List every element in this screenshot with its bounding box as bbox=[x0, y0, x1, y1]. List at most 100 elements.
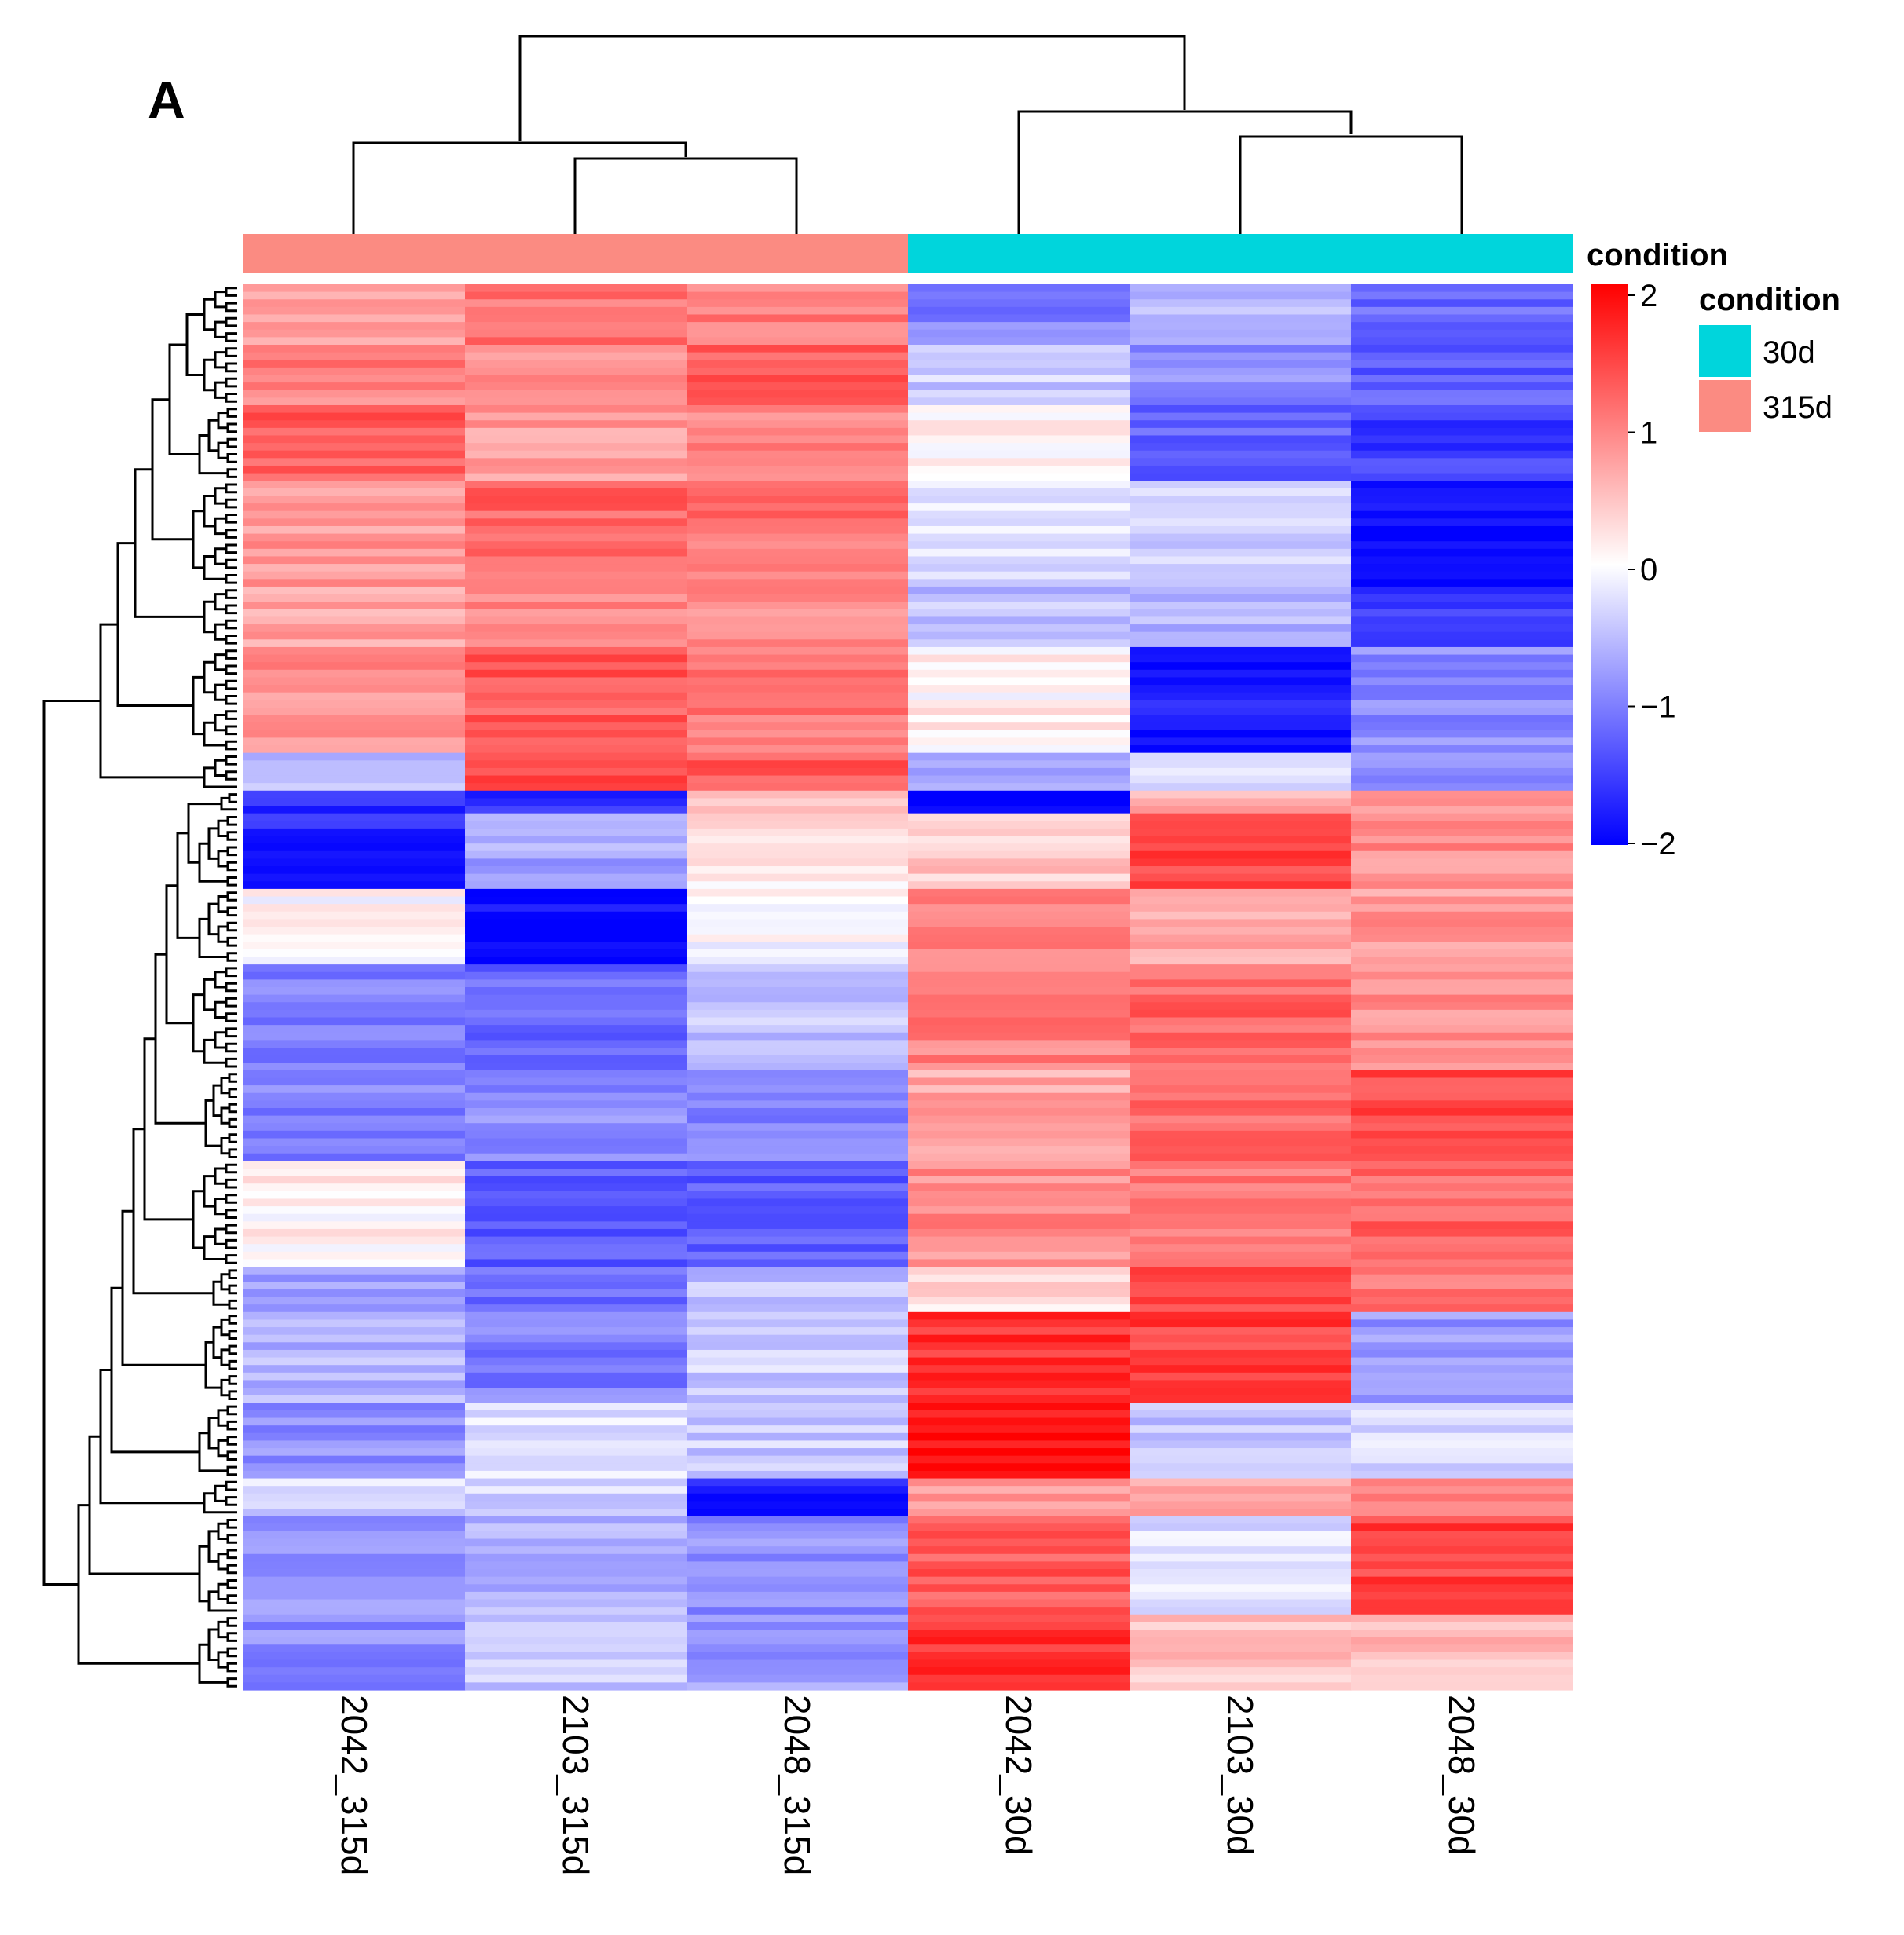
heatmap-cell bbox=[687, 806, 909, 814]
heatmap-cell bbox=[243, 1055, 466, 1063]
heatmap-cell bbox=[908, 949, 1130, 958]
heatmap-cell bbox=[465, 518, 687, 527]
heatmap-cell bbox=[465, 888, 687, 898]
heatmap-cell bbox=[1351, 450, 1573, 459]
heatmap-cell bbox=[687, 284, 909, 293]
heatmap-cell bbox=[908, 541, 1130, 550]
row-dendrogram-branch bbox=[228, 1390, 237, 1400]
heatmap-cell bbox=[243, 1183, 466, 1192]
heatmap-cell bbox=[243, 525, 466, 535]
heatmap-cell bbox=[465, 1455, 687, 1464]
heatmap-cell bbox=[908, 1349, 1130, 1359]
heatmap-cell bbox=[908, 1569, 1130, 1578]
heatmap-cell bbox=[1130, 1198, 1352, 1207]
heatmap-cell bbox=[1351, 813, 1573, 821]
heatmap-cell bbox=[1351, 1410, 1573, 1419]
heatmap-cell bbox=[1351, 503, 1573, 512]
heatmap-cell bbox=[908, 745, 1130, 754]
heatmap-cell bbox=[908, 1047, 1130, 1056]
heatmap-cell bbox=[908, 1017, 1130, 1026]
heatmap-cell bbox=[243, 798, 466, 807]
heatmap-cell bbox=[1351, 306, 1573, 316]
row-dendrogram-branch bbox=[225, 589, 237, 599]
row-dendrogram-branch bbox=[225, 1057, 237, 1068]
heatmap-cell bbox=[687, 594, 909, 602]
row-dendrogram-branch bbox=[214, 1000, 226, 1019]
row-dendrogram-branch bbox=[228, 1315, 237, 1325]
heatmap-cell bbox=[908, 1440, 1130, 1449]
color-scale-tick-label: −1 bbox=[1640, 690, 1676, 725]
heatmap-cell bbox=[465, 1365, 687, 1374]
row-dendrogram-branch bbox=[217, 1651, 228, 1669]
heatmap-cell bbox=[687, 404, 909, 414]
heatmap-cell bbox=[243, 760, 466, 769]
heatmap-cell bbox=[243, 1153, 466, 1161]
heatmap-cell bbox=[465, 873, 687, 882]
heatmap-cell bbox=[1130, 934, 1352, 942]
heatmap-cell bbox=[908, 1077, 1130, 1086]
heatmap-cell bbox=[1130, 397, 1352, 406]
heatmap-cell bbox=[908, 707, 1130, 716]
heatmap-cell bbox=[908, 1493, 1130, 1502]
heatmap-cell bbox=[1351, 979, 1573, 988]
heatmap-cell bbox=[243, 700, 466, 708]
row-dendrogram-branch bbox=[225, 604, 237, 615]
heatmap-cell bbox=[1351, 745, 1573, 754]
heatmap-cell bbox=[1130, 1063, 1352, 1071]
heatmap-cell bbox=[687, 1365, 909, 1374]
heatmap-cell bbox=[1130, 1267, 1352, 1275]
heatmap-cell bbox=[465, 1319, 687, 1328]
heatmap-cell bbox=[465, 836, 687, 844]
heatmap-cell bbox=[465, 367, 687, 376]
heatmap-cell bbox=[1351, 1538, 1573, 1547]
heatmap-cell bbox=[687, 1311, 909, 1321]
heatmap-cell bbox=[687, 1191, 909, 1200]
heatmap-cell bbox=[1351, 1146, 1573, 1154]
heatmap-cell bbox=[908, 1365, 1130, 1374]
heatmap-cell bbox=[1351, 397, 1573, 406]
heatmap-cell bbox=[243, 624, 466, 633]
heatmap-cell bbox=[243, 594, 466, 602]
heatmap-cell bbox=[908, 850, 1130, 859]
heatmap-cell bbox=[1130, 1448, 1352, 1457]
heatmap-cell bbox=[908, 790, 1130, 799]
heatmap-cell bbox=[1130, 752, 1352, 761]
heatmap-cell bbox=[243, 1032, 466, 1041]
heatmap-cell bbox=[687, 1553, 909, 1562]
heatmap-cell bbox=[687, 548, 909, 558]
heatmap-cell bbox=[1351, 1123, 1573, 1132]
heatmap-cell bbox=[1351, 942, 1573, 950]
heatmap-cell bbox=[465, 1501, 687, 1509]
heatmap-cell bbox=[687, 813, 909, 821]
row-dendrogram-branch bbox=[225, 498, 237, 509]
heatmap-cell bbox=[687, 1349, 909, 1359]
row-dendrogram-branch bbox=[185, 313, 204, 376]
heatmap-cell bbox=[1130, 1501, 1352, 1509]
row-dendrogram-branch bbox=[225, 1480, 237, 1491]
row-dendrogram-branch bbox=[187, 803, 222, 864]
heatmap-cell bbox=[908, 730, 1130, 739]
heatmap-cell bbox=[687, 1372, 909, 1381]
row-dendrogram-branch bbox=[207, 902, 218, 936]
heatmap-cell bbox=[1351, 715, 1573, 723]
heatmap-cell bbox=[1130, 919, 1352, 927]
heatmap-cell bbox=[687, 1644, 909, 1653]
heatmap-cell bbox=[908, 1599, 1130, 1608]
row-dendrogram-branch bbox=[225, 635, 237, 645]
heatmap-cell bbox=[908, 1009, 1130, 1019]
column-labels: 2042_315d 2103_315d 2048_315d 2042_30d 2103_… bbox=[334, 1695, 1482, 1875]
row-dendrogram-branch bbox=[226, 1579, 237, 1589]
heatmap-cell bbox=[687, 1002, 909, 1011]
heatmap-cell bbox=[243, 1599, 466, 1608]
heatmap-cell bbox=[465, 1652, 687, 1661]
heatmap-cell bbox=[243, 1531, 466, 1540]
heatmap-cell bbox=[687, 1251, 909, 1260]
heatmap-cell bbox=[687, 1297, 909, 1305]
heatmap-cell bbox=[465, 881, 687, 890]
heatmap-cell bbox=[1130, 1644, 1352, 1653]
heatmap-cell bbox=[908, 1470, 1130, 1480]
heatmap-cell bbox=[243, 337, 466, 346]
heatmap-cell bbox=[687, 337, 909, 346]
heatmap-cell bbox=[465, 1342, 687, 1351]
row-dendrogram-branch bbox=[154, 953, 206, 1125]
